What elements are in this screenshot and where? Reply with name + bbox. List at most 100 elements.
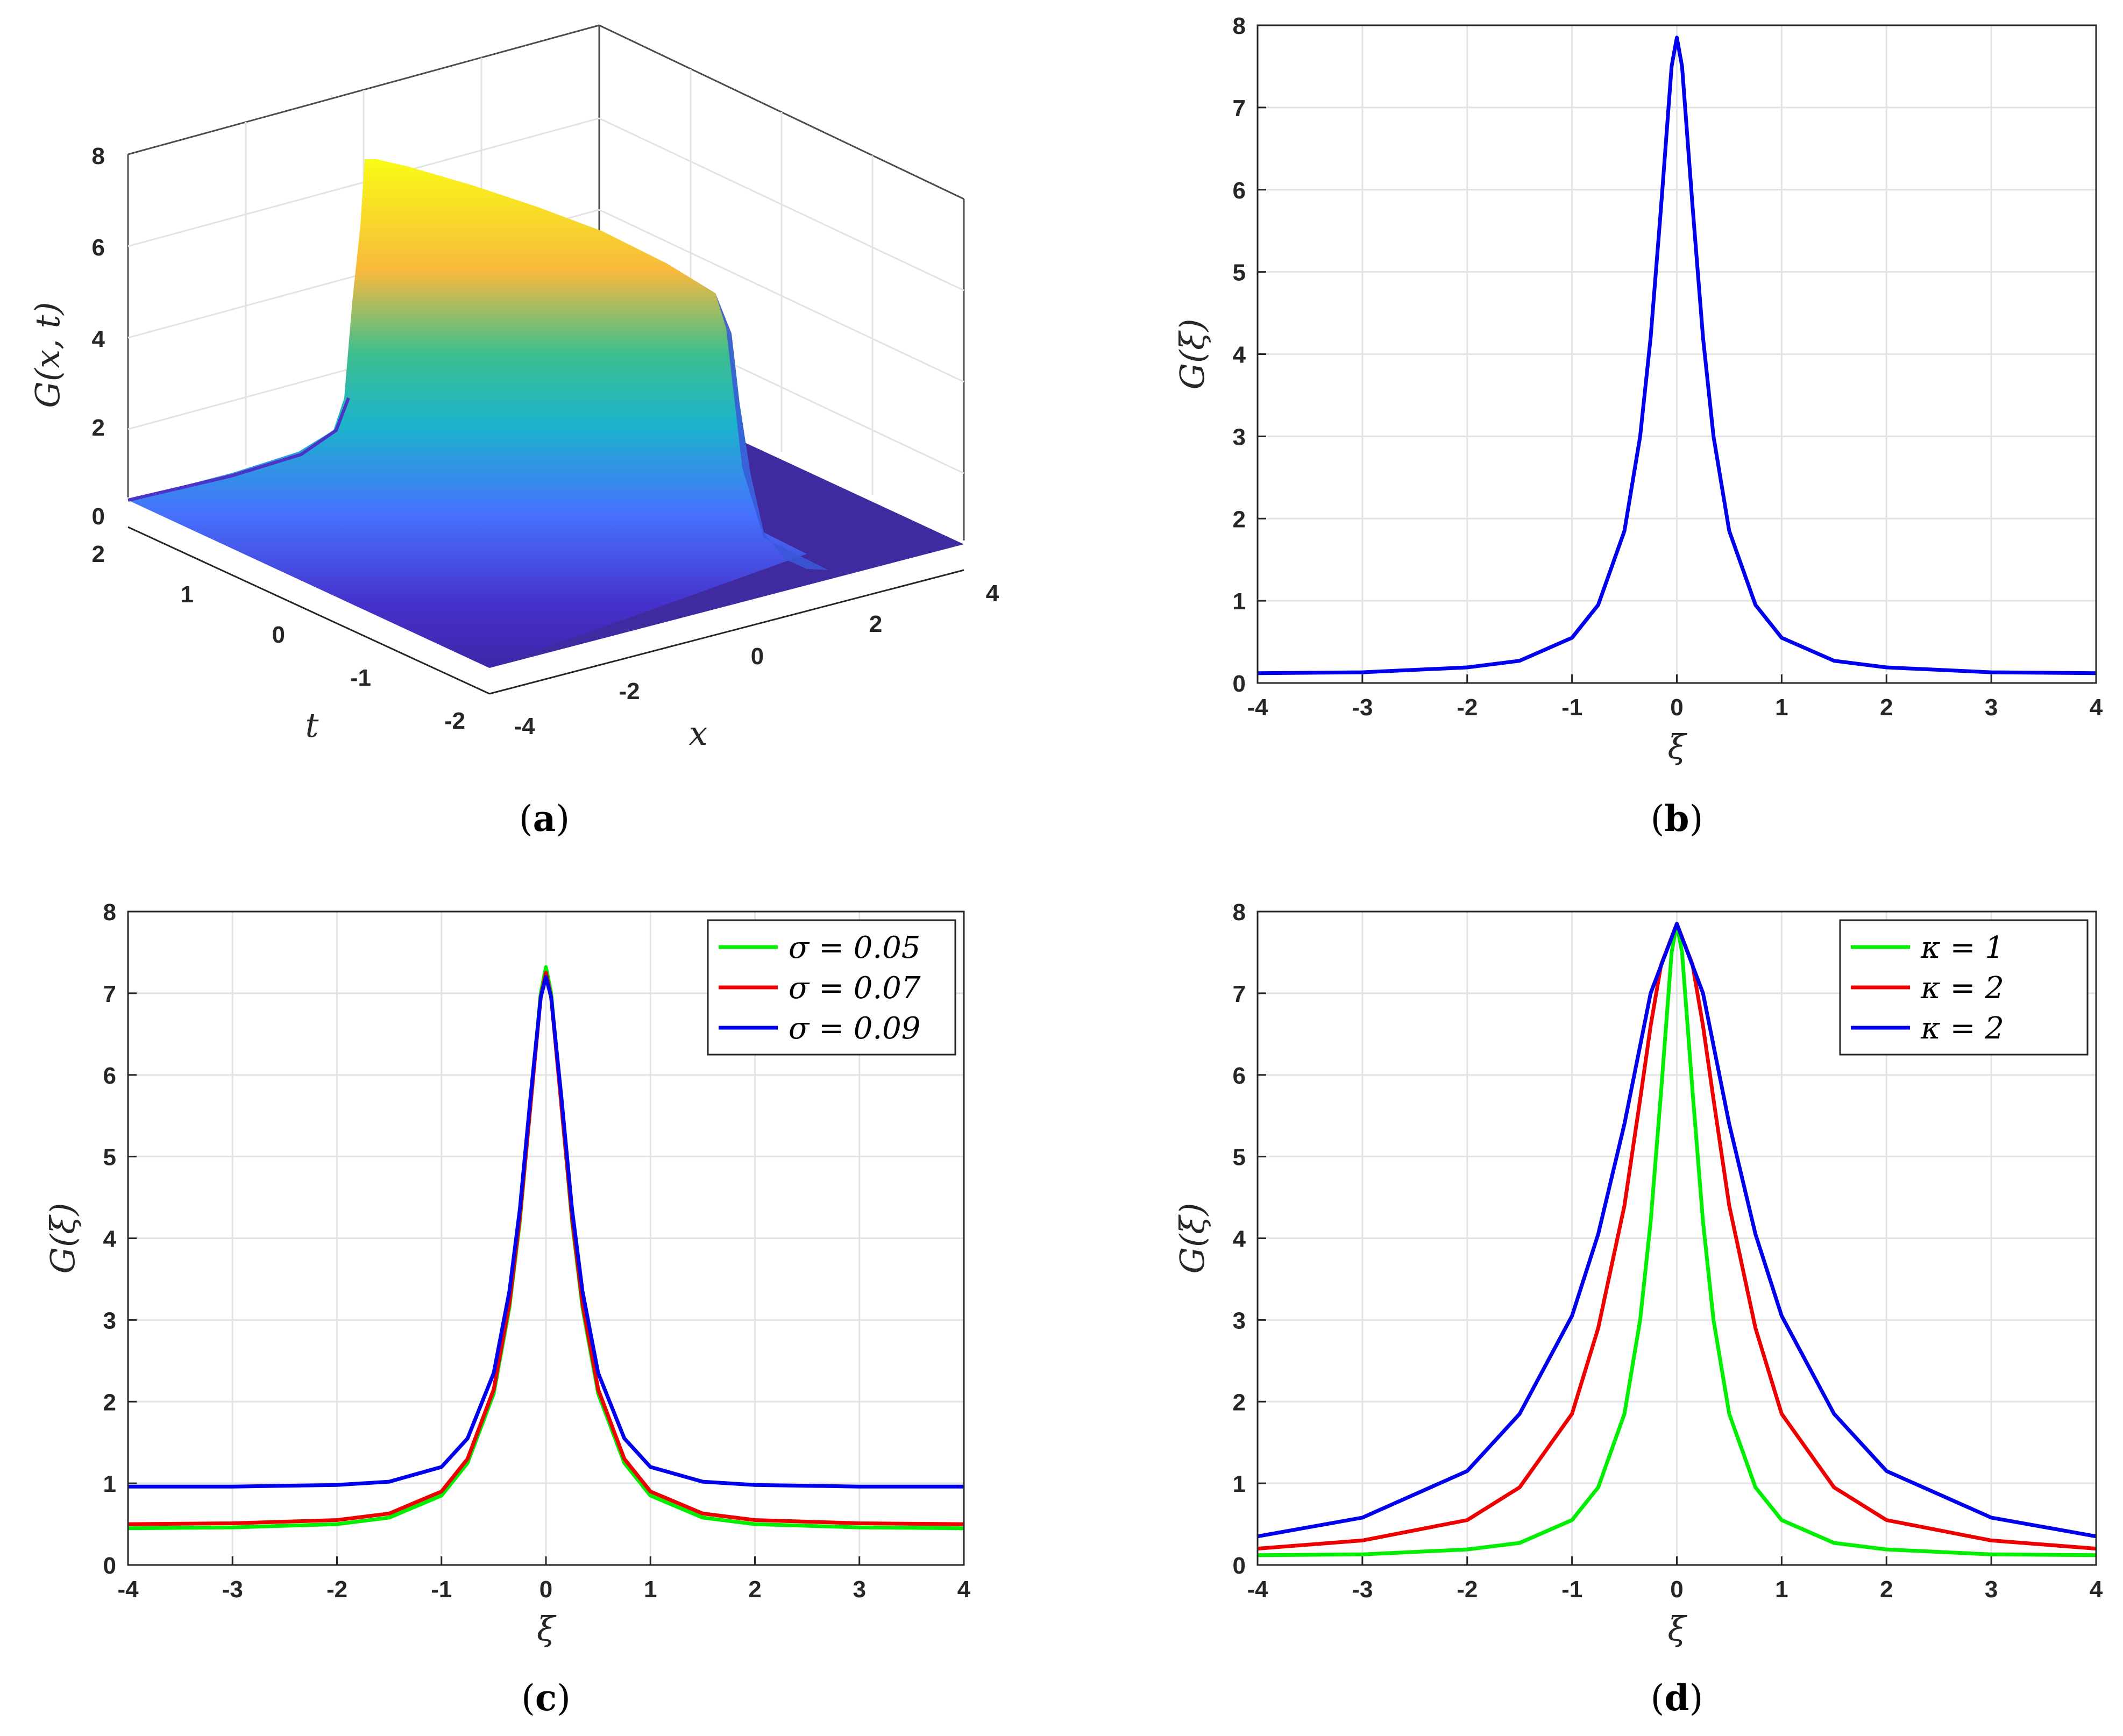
xtick-label: -1 [1561, 694, 1582, 721]
legend-label: κ = 2 [1920, 971, 2004, 1006]
panel-a-caption: (a) [519, 798, 570, 839]
xtick-label: 2 [748, 1576, 761, 1603]
ztick-label: 4 [92, 326, 105, 352]
surface-left-tail [127, 397, 350, 502]
ttick-label: -1 [350, 665, 371, 691]
ttick-label: 0 [272, 622, 285, 648]
xtick-label: -2 [619, 678, 640, 705]
x-axis-label: ξ [537, 1609, 557, 1648]
ytick-label: 2 [103, 1389, 116, 1415]
xtick-label: -1 [1561, 1576, 1582, 1603]
xtick-label: 2 [1880, 1576, 1893, 1603]
legend-label: σ = 0.07 [789, 971, 921, 1006]
series-line-3 [128, 975, 964, 1489]
xtick-label: 2 [869, 611, 882, 637]
ytick-label: 3 [1233, 1307, 1246, 1334]
panel-caption: (b) [1651, 798, 1703, 839]
xtick-label: -2 [1457, 1576, 1478, 1603]
ytick-label: 7 [1233, 981, 1246, 1007]
xtick-label: 1 [1775, 1576, 1788, 1603]
xtick-label: 1 [644, 1576, 657, 1603]
legend-label: σ = 0.09 [789, 1011, 920, 1046]
panel-caption: (c) [521, 1677, 571, 1719]
x-axis-label: ξ [1667, 1609, 1687, 1648]
ytick-label: 6 [1233, 1063, 1246, 1089]
ytick-label: 4 [1233, 1226, 1246, 1253]
ytick-label: 3 [1233, 424, 1246, 450]
series-line-2 [127, 971, 964, 1526]
xtick-label: 0 [751, 643, 764, 670]
panel-a: 0 2 4 6 8 2 1 0 -1 -2 -4 -2 0 2 4 G(x, t… [28, 24, 999, 839]
xtick-label: 4 [2090, 694, 2103, 721]
xtick-label: 3 [853, 1576, 866, 1603]
xtick-label: -3 [1352, 1576, 1373, 1603]
series-line-1 [127, 965, 964, 1531]
panel-b: -4 -3 -2 -1 0 1 2 3 4 0 1 2 3 4 5 6 7 8 ξ G(ξ) (b) [1173, 13, 2103, 839]
ytick-label: 1 [1233, 588, 1246, 615]
legend-label: σ = 0.05 [789, 930, 920, 965]
ytick-label: 0 [1233, 671, 1246, 697]
legend-label: κ = 2 [1920, 1011, 2004, 1046]
ytick-label: 3 [103, 1307, 116, 1334]
xtick-label: 0 [1670, 694, 1683, 721]
ytick-label: 7 [1233, 95, 1246, 122]
xtick-label: -2 [326, 1576, 347, 1603]
ytick-label: 7 [103, 981, 116, 1007]
xtick-label: -3 [222, 1576, 243, 1603]
xtick-label: -4 [1247, 694, 1268, 721]
xtick-label: 4 [2090, 1576, 2103, 1603]
ztick-label: 0 [92, 503, 105, 530]
ytick-label: 0 [103, 1553, 116, 1579]
ytick-label: 8 [1233, 899, 1246, 926]
legend: σ = 0.05 σ = 0.07 σ = 0.09 [707, 919, 956, 1056]
ytick-label: 8 [103, 899, 116, 926]
ttick-label: 2 [92, 541, 105, 567]
xtick-label: -4 [117, 1576, 139, 1603]
ytick-label: 4 [103, 1226, 117, 1253]
panel-a-xlabel: x [689, 714, 708, 753]
panel-a-tticks: 2 1 0 -1 -2 [92, 541, 465, 734]
xtick-label: 3 [1985, 694, 1998, 721]
xtick-label: -4 [514, 713, 535, 739]
ttick-label: -2 [444, 708, 465, 734]
panel-a-front-edges [127, 526, 964, 695]
x-axis-label: ξ [1667, 727, 1687, 766]
legend: κ = 1 κ = 2 κ = 2 [1839, 919, 2089, 1056]
xtick-label: -4 [1247, 1576, 1268, 1603]
series-line-3 [1257, 922, 2097, 1539]
ytick-label: 2 [1233, 506, 1246, 532]
ytick-label: 2 [1233, 1389, 1246, 1415]
xtick-label: 0 [539, 1576, 552, 1603]
panel-a-ylabel: t [306, 706, 319, 745]
ytick-label: 1 [1233, 1471, 1246, 1497]
xtick-label: -2 [1457, 694, 1478, 721]
ytick-label: 0 [1233, 1553, 1246, 1579]
ztick-label: 2 [92, 415, 105, 441]
y-axis-label: G(ξ) [43, 1203, 82, 1273]
ytick-label: 1 [103, 1471, 116, 1497]
xtick-label: 4 [957, 1576, 971, 1603]
ttick-label: 1 [181, 581, 194, 608]
ytick-label: 5 [1233, 1144, 1246, 1171]
ytick-label: 6 [103, 1063, 116, 1089]
xtick-label: 2 [1880, 694, 1893, 721]
ztick-label: 6 [92, 234, 105, 261]
y-axis-label: G(ξ) [1173, 1203, 1212, 1273]
xtick-label: 0 [1670, 1576, 1683, 1603]
xtick-label: 1 [1775, 694, 1788, 721]
ytick-label: 8 [1233, 13, 1246, 39]
series-line-1 [1257, 35, 2097, 675]
panel-a-zticks: 0 2 4 6 8 [92, 143, 105, 530]
xtick-label: 4 [986, 580, 999, 607]
xtick-label: -3 [1352, 694, 1373, 721]
ytick-label: 6 [1233, 177, 1246, 204]
xtick-label: -1 [431, 1576, 452, 1603]
ytick-label: 5 [103, 1144, 116, 1171]
ztick-label: 8 [92, 143, 105, 169]
legend-label: κ = 1 [1920, 930, 2004, 965]
panel-a-zlabel: G(x, t) [28, 302, 67, 408]
panel-a-xticks: -4 -2 0 2 4 [514, 580, 999, 739]
ytick-label: 5 [1233, 260, 1246, 286]
